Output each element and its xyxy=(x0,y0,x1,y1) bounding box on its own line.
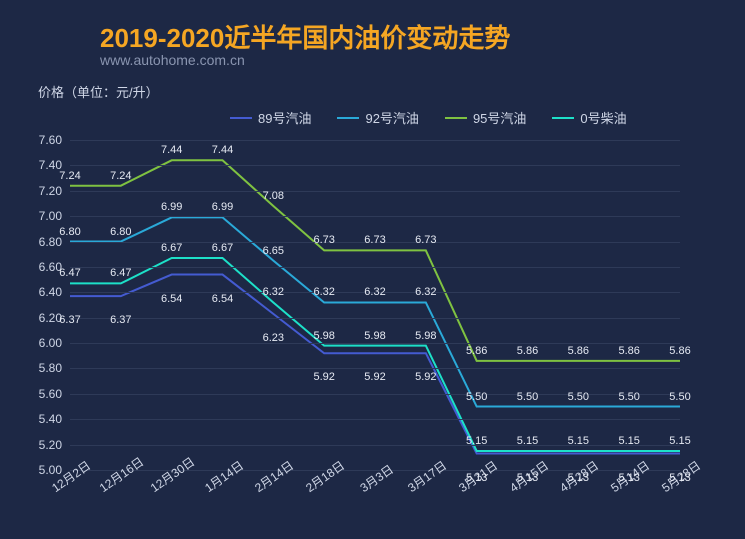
y-tick: 7.20 xyxy=(39,184,62,198)
gridline xyxy=(70,165,680,166)
chart-lines xyxy=(70,140,680,470)
gridline xyxy=(70,318,680,319)
legend-label: 89号汽油 xyxy=(258,108,311,127)
gridline xyxy=(70,216,680,217)
gridline xyxy=(70,368,680,369)
source-url: www.autohome.com.cn xyxy=(100,52,245,68)
gridline xyxy=(70,419,680,420)
legend: 89号汽油 92号汽油 95号汽油 0号柴油 xyxy=(230,108,627,127)
legend-item: 89号汽油 xyxy=(230,108,311,127)
legend-item: 0号柴油 xyxy=(552,108,626,127)
legend-swatch xyxy=(445,117,467,119)
legend-item: 95号汽油 xyxy=(445,108,526,127)
y-axis-label: 价格（单位：元/升） xyxy=(38,82,159,101)
gridline xyxy=(70,267,680,268)
gridline xyxy=(70,394,680,395)
legend-swatch xyxy=(552,117,574,119)
legend-swatch xyxy=(337,117,359,119)
series-line xyxy=(70,275,680,454)
gridline xyxy=(70,445,680,446)
series-line xyxy=(70,217,680,406)
gridline xyxy=(70,292,680,293)
y-tick: 6.20 xyxy=(39,311,62,325)
series-line xyxy=(70,258,680,451)
legend-label: 0号柴油 xyxy=(580,108,626,127)
y-tick: 6.60 xyxy=(39,260,62,274)
gridline xyxy=(70,242,680,243)
y-tick: 7.00 xyxy=(39,209,62,223)
y-tick: 5.60 xyxy=(39,387,62,401)
y-tick: 5.40 xyxy=(39,412,62,426)
y-tick: 5.80 xyxy=(39,361,62,375)
y-tick: 6.80 xyxy=(39,235,62,249)
gridline xyxy=(70,343,680,344)
y-tick: 5.20 xyxy=(39,438,62,452)
legend-label: 95号汽油 xyxy=(473,108,526,127)
y-tick: 7.60 xyxy=(39,133,62,147)
gridline xyxy=(70,140,680,141)
y-tick: 6.00 xyxy=(39,336,62,350)
page-title: 2019-2020近半年国内油价变动走势 xyxy=(100,18,510,55)
legend-label: 92号汽油 xyxy=(365,108,418,127)
y-tick: 7.40 xyxy=(39,158,62,172)
y-tick: 6.40 xyxy=(39,285,62,299)
line-chart: 5.005.205.405.605.806.006.206.406.606.80… xyxy=(70,140,680,470)
legend-swatch xyxy=(230,117,252,119)
legend-item: 92号汽油 xyxy=(337,108,418,127)
gridline xyxy=(70,191,680,192)
